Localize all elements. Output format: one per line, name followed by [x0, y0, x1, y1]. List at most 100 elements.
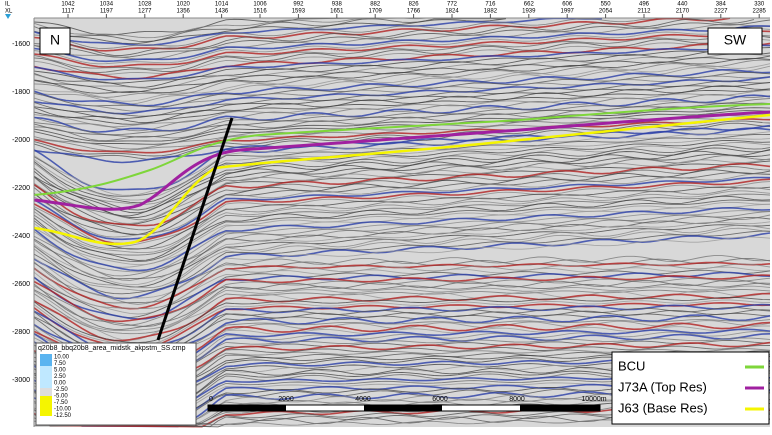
- seismic-trace: [33, 44, 771, 81]
- seismic-trace: [33, 285, 771, 331]
- corner-label: SW: [724, 32, 747, 48]
- colorbar-label: 7.50: [54, 361, 66, 367]
- seismic-trace: [33, 221, 771, 286]
- top-tick-label: 1824: [445, 9, 459, 15]
- top-tick-label: 550: [601, 2, 612, 8]
- top-tick-label: 826: [409, 2, 420, 8]
- scale-segment: [364, 405, 442, 411]
- seismic-trace: [33, 28, 771, 65]
- seismic-trace: [33, 153, 771, 218]
- top-tick-label: 1020: [177, 2, 191, 8]
- seismic-trace: [33, 211, 771, 277]
- top-tick-label: 2054: [599, 9, 613, 15]
- top-tick-label: 1006: [253, 2, 267, 8]
- seismic-trace: [33, 290, 771, 341]
- colorbar-label: -5.00: [54, 394, 68, 400]
- seismic-trace: [33, 206, 771, 272]
- scale-bar: 0 2000 4000 6000 8000 10000m: [207, 396, 607, 412]
- seismic-trace: [33, 274, 771, 323]
- seismic-trace: [33, 232, 771, 300]
- scale-label: 10000m: [581, 396, 606, 403]
- seismic-trace: [33, 186, 771, 250]
- seismic-trace: [33, 141, 771, 205]
- top-tick-label: 2112: [638, 9, 652, 15]
- seismic-trace: [33, 18, 507, 45]
- legend-label: BCU: [618, 358, 645, 373]
- seismic-trace: [33, 181, 771, 247]
- top-tick-label: 716: [485, 2, 496, 8]
- legend-label: J63 (Base Res): [618, 400, 708, 415]
- top-tick-label: 992: [293, 2, 304, 8]
- axis-marker: [5, 14, 11, 19]
- seismic-trace: [33, 118, 771, 154]
- left-tick-label: -3000: [12, 377, 30, 384]
- top-tick-label: 496: [639, 2, 650, 8]
- seismic-trace: [33, 236, 771, 299]
- seismic-trace: [33, 144, 771, 211]
- top-tick-label: 1436: [215, 9, 229, 15]
- seismic-trace: [33, 110, 771, 145]
- top-tick-label: 772: [447, 2, 458, 8]
- seismic-trace: [33, 88, 771, 125]
- top-tick-label: 1028: [138, 2, 152, 8]
- seismic-trace: [33, 217, 771, 280]
- seismic-trace: [33, 178, 771, 245]
- top-tick-label: 1709: [369, 9, 383, 15]
- top-tick-label: 1042: [61, 2, 75, 8]
- seismic-trace: [33, 279, 771, 327]
- seismic-trace: [33, 34, 771, 70]
- seismic-trace: [33, 127, 771, 191]
- scale-label: 2000: [278, 396, 294, 403]
- horizon-bcu: [33, 103, 771, 196]
- seismic-trace: [33, 190, 771, 254]
- legend-label: J73A (Top Res): [618, 379, 707, 394]
- scale-label: 6000: [432, 396, 448, 403]
- seismic-trace: [33, 35, 771, 74]
- seismic-trace: [33, 93, 771, 132]
- colorbar-label: 2.50: [54, 374, 66, 380]
- seismic-trace: [33, 176, 771, 241]
- colorbar-label: 0.00: [54, 381, 66, 387]
- top-tick-label: 2170: [676, 9, 690, 15]
- seismic-trace: [33, 296, 771, 344]
- colorbar-blue-dark: [40, 354, 52, 366]
- seismic-trace: [33, 71, 771, 108]
- top-tick-label: 440: [677, 2, 688, 8]
- seismic-trace: [33, 257, 771, 304]
- top-tick-label: 330: [754, 2, 765, 8]
- seismic-trace: [33, 89, 771, 128]
- seismic-trace: [33, 30, 771, 68]
- fault-line: [156, 117, 234, 341]
- top-tick-label: 2227: [714, 9, 728, 15]
- seismic-trace: [33, 187, 771, 250]
- legend-box: [611, 351, 770, 425]
- seismic-trace: [33, 47, 771, 84]
- horizon-j73a: [33, 110, 771, 211]
- top-tick-label: 1651: [330, 9, 344, 15]
- axes: [5, 14, 770, 427]
- colorbar-label: -12.50: [54, 413, 72, 419]
- colorbar-title: q20b8_bbq20b8_area_midstk_akpstm_SS.cmp: [38, 345, 186, 352]
- colorbar-label: -7.50: [54, 400, 68, 406]
- top-tick-label: 1939: [522, 9, 536, 15]
- seismic-trace: [33, 94, 771, 133]
- top-tick-label: 1197: [100, 9, 114, 15]
- seismic-trace: [33, 173, 771, 238]
- seismic-trace: [33, 203, 771, 268]
- seismic-trace: [33, 120, 771, 157]
- left-tick-label: -1800: [12, 89, 30, 96]
- top-tick-label: 384: [716, 2, 727, 8]
- seismic-trace: [33, 18, 755, 56]
- colorbar-panel: q20b8_bbq20b8_area_midstk_akpstm_SS.cmp …: [35, 342, 197, 426]
- seismic-trace: [33, 230, 771, 295]
- top-tick-label: 1356: [177, 9, 191, 15]
- scale-segment: [520, 405, 600, 411]
- axis-row-label: IL: [5, 2, 11, 8]
- left-tick-label: -1600: [12, 41, 30, 48]
- legend: BCU J73A (Top Res) J63 (Base Res): [611, 351, 770, 425]
- seismic-trace: [33, 38, 771, 76]
- colorbar-yellow: [40, 396, 52, 416]
- seismic-trace: [33, 17, 427, 39]
- seismic-trace: [33, 139, 771, 204]
